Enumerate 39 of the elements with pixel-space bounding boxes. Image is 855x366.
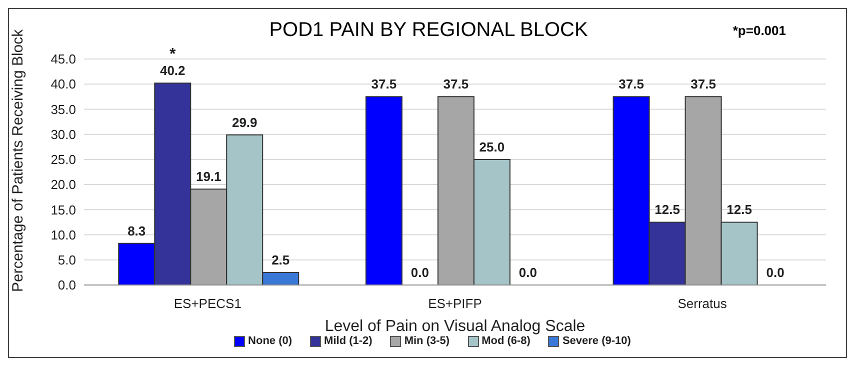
data-label: 8.3 xyxy=(128,223,146,238)
data-label: 40.2 xyxy=(160,63,186,78)
annotation: * xyxy=(170,46,177,64)
chart-title: POD1 PAIN BY REGIONAL BLOCK xyxy=(269,19,588,41)
data-label: 37.5 xyxy=(371,76,397,92)
bar xyxy=(365,96,402,285)
data-label: 0.0 xyxy=(518,264,537,280)
text: *p=0.001 xyxy=(732,23,786,38)
legend-label: Mild (1-2) xyxy=(323,335,372,347)
y-axis-title: Percentage of Patients Receiving Block xyxy=(9,28,26,292)
legend-label: Mod (6-8) xyxy=(480,335,530,347)
y-tick-label: 45.0 xyxy=(50,52,76,67)
legend-label: Severe (9-10) xyxy=(561,335,631,347)
y-tick-label: 0.0 xyxy=(58,278,76,293)
y-tick-label: 25.0 xyxy=(50,152,76,168)
data-label: 0.0 xyxy=(766,264,784,280)
x-axis-title: Level of Pain on Visual Analog Scale xyxy=(324,318,586,335)
data-label: 12.5 xyxy=(654,202,680,218)
y-tick-label: 15.0 xyxy=(50,202,76,218)
legend-label: Min (3-5) xyxy=(403,335,450,347)
y-tick-label: 30.0 xyxy=(50,126,76,142)
data-label: 25.0 xyxy=(479,139,505,154)
x-tick-label: ES+PECS1 xyxy=(174,296,242,312)
data-label: 12.5 xyxy=(726,202,752,218)
y-tick-label: 20.0 xyxy=(50,177,76,192)
y-tick-label: 5.0 xyxy=(58,252,76,268)
data-label: 37.5 xyxy=(690,76,716,92)
x-tick-label: Serratus xyxy=(678,296,728,312)
data-label: 0.0 xyxy=(410,264,429,280)
y-tick-label: 10.0 xyxy=(50,227,76,242)
data-label: 2.5 xyxy=(272,252,290,268)
data-label: 37.5 xyxy=(443,76,469,92)
y-tick-label: 35.0 xyxy=(50,102,76,117)
y-tick-label: 40.0 xyxy=(50,76,76,92)
data-label: 29.9 xyxy=(232,114,258,130)
data-label: 37.5 xyxy=(618,76,644,92)
legend-label: None (0) xyxy=(247,335,292,347)
x-tick-label: ES+PIFP xyxy=(428,296,482,312)
data-label: 19.1 xyxy=(196,169,222,184)
